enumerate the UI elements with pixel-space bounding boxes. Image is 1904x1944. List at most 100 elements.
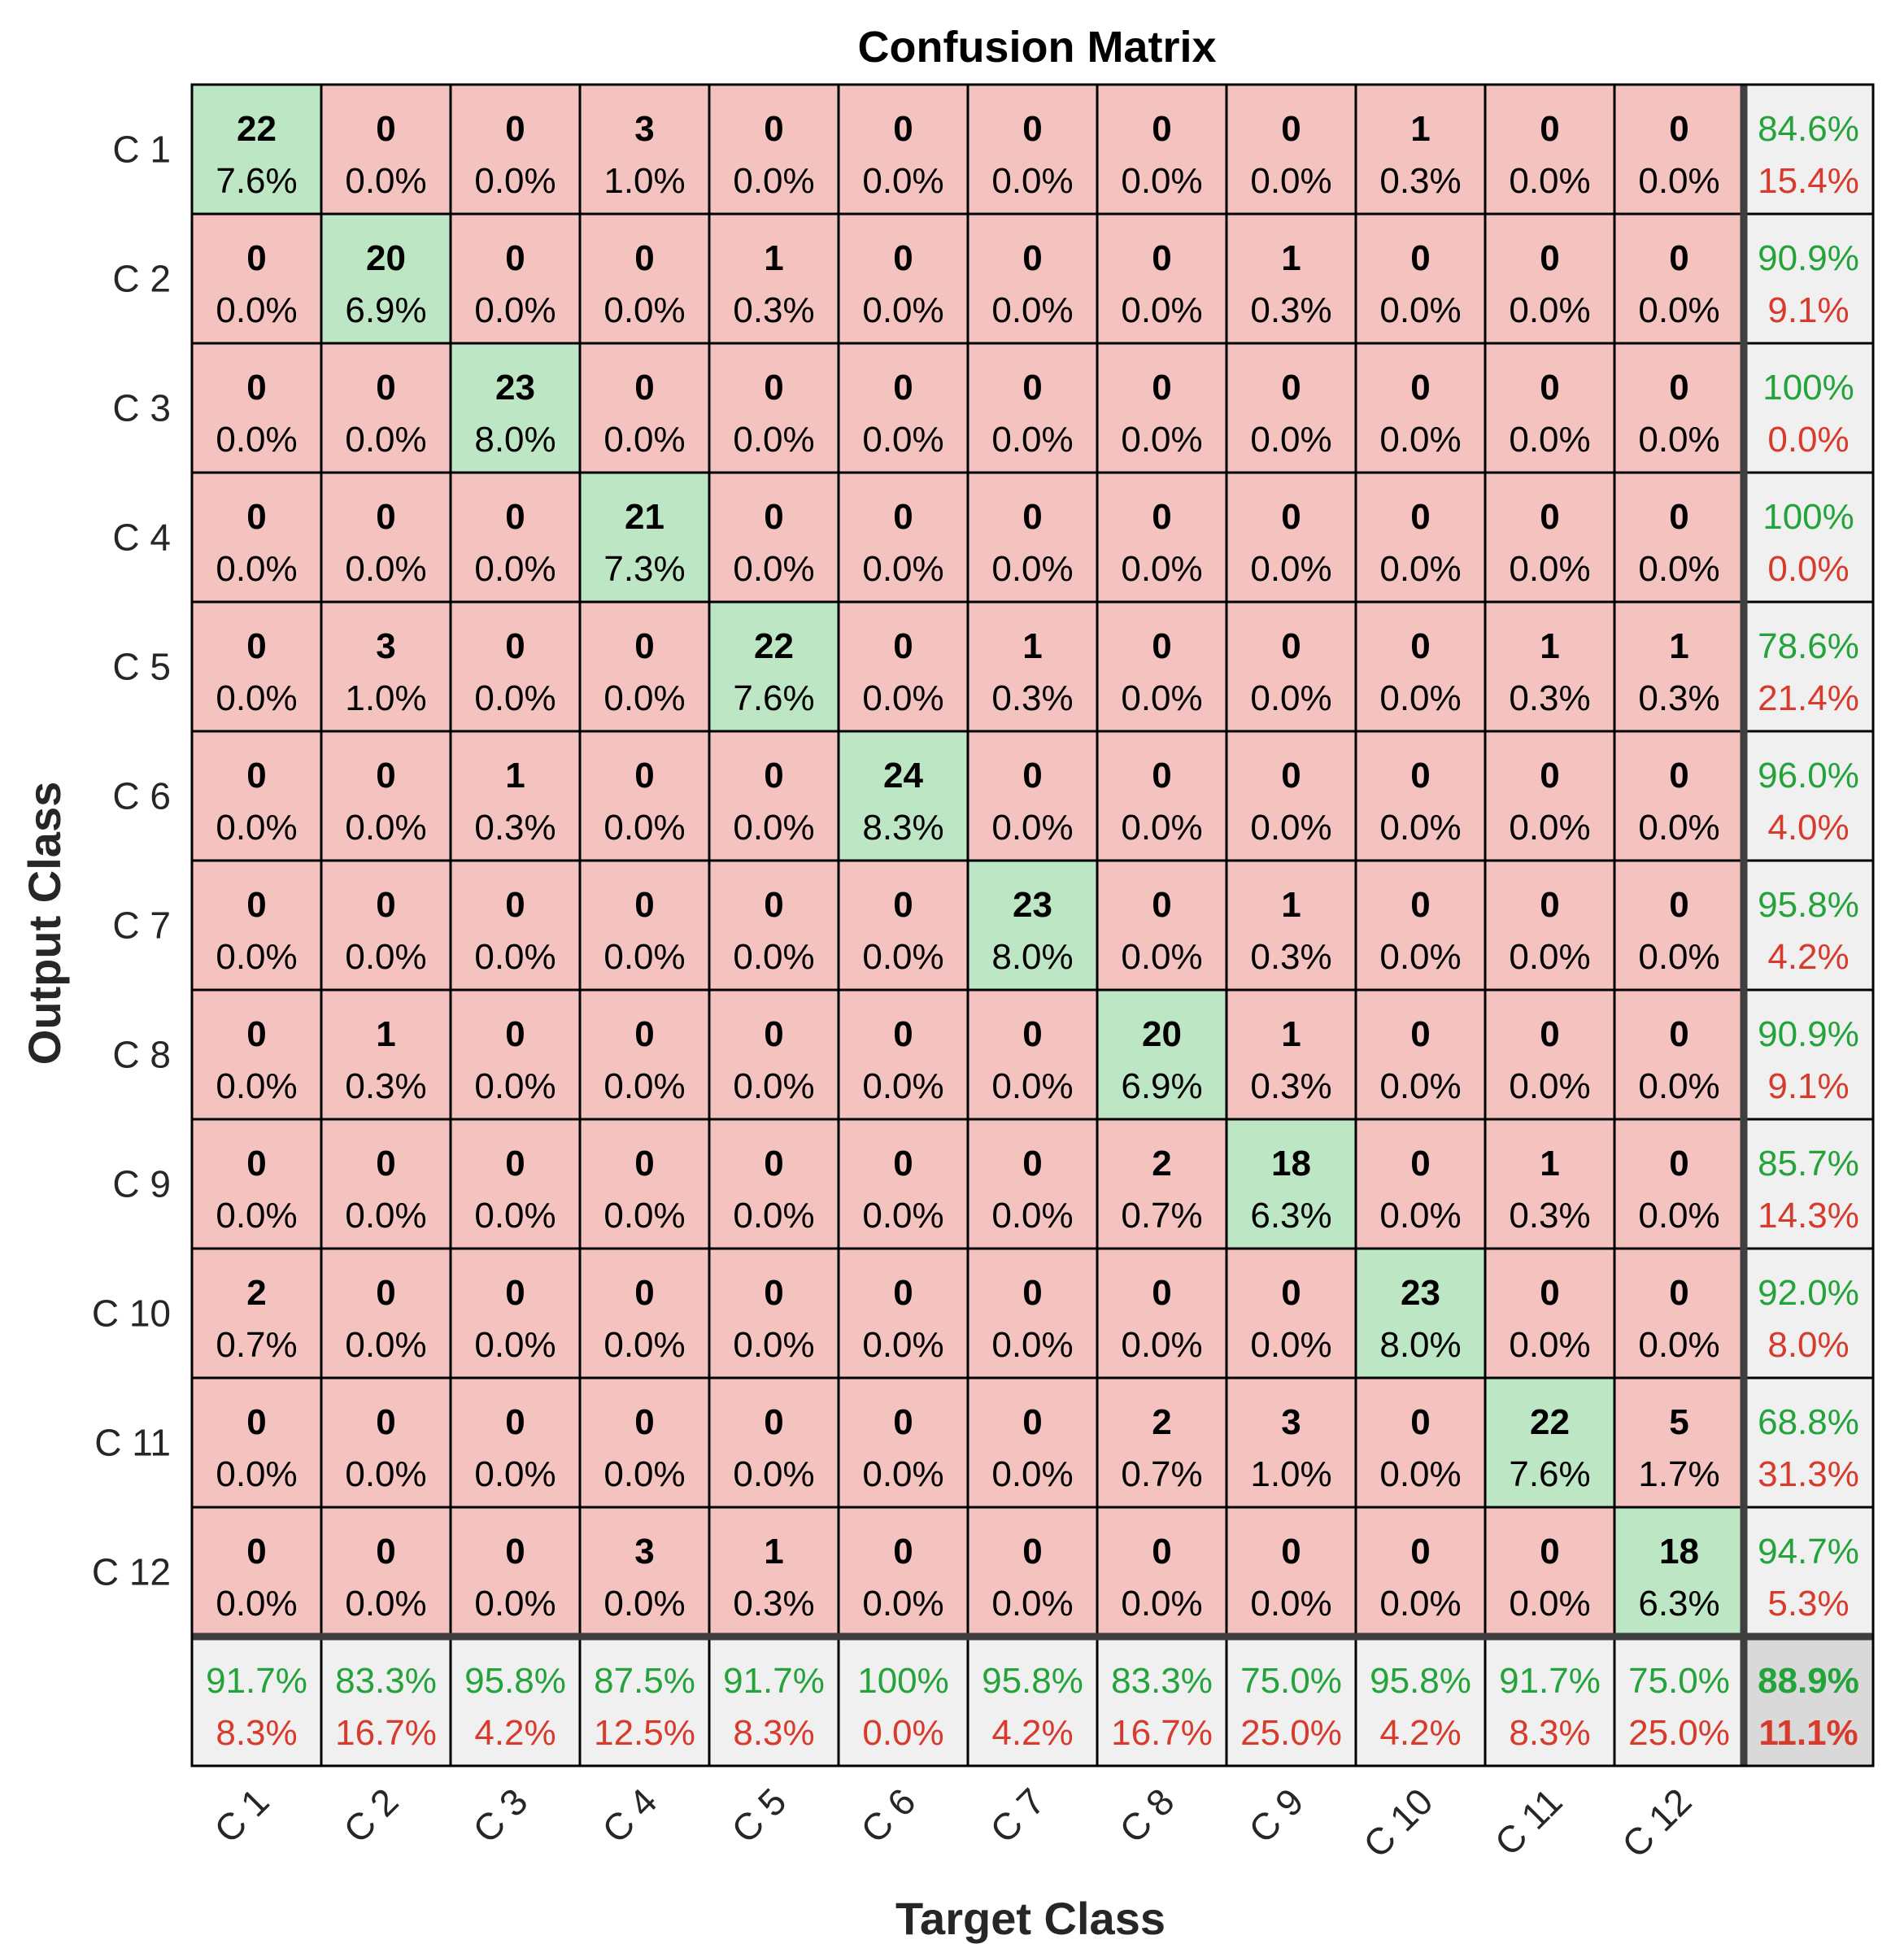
cell-count: 0 bbox=[505, 1273, 525, 1313]
matrix-cell bbox=[320, 1506, 452, 1638]
col-tick-label: C 12 bbox=[1614, 1780, 1699, 1865]
cell-percent: 0.0% bbox=[1379, 420, 1461, 460]
row-tick-label: C 5 bbox=[112, 646, 171, 688]
cell-percent: 0.0% bbox=[1638, 1325, 1719, 1365]
col-error: 8.3% bbox=[216, 1713, 297, 1753]
cell-percent: 0.0% bbox=[862, 549, 943, 589]
cell-percent: 0.0% bbox=[474, 937, 556, 977]
matrix-cell bbox=[966, 600, 1099, 733]
cell-count: 0 bbox=[893, 1014, 913, 1054]
matrix-cell bbox=[190, 600, 323, 733]
cell-percent: 0.0% bbox=[733, 1196, 814, 1236]
col-error: 25.0% bbox=[1628, 1713, 1730, 1753]
cell-count: 0 bbox=[1410, 238, 1430, 278]
matrix-cell bbox=[449, 1506, 582, 1638]
matrix-cell bbox=[708, 342, 840, 474]
cell-percent: 0.0% bbox=[1250, 1584, 1331, 1624]
cell-count: 21 bbox=[625, 497, 664, 537]
cell-percent: 0.0% bbox=[216, 549, 297, 589]
cell-count: 0 bbox=[764, 1273, 783, 1313]
cell-count: 1 bbox=[376, 1014, 395, 1054]
cell-percent: 0.7% bbox=[1121, 1196, 1202, 1236]
cell-percent: 0.0% bbox=[345, 420, 426, 460]
cell-count: 0 bbox=[1281, 1273, 1301, 1313]
row-error: 15.4% bbox=[1758, 161, 1859, 201]
cell-count: 22 bbox=[1530, 1402, 1570, 1442]
matrix-cell bbox=[837, 1118, 969, 1250]
cell-percent: 0.0% bbox=[603, 1196, 685, 1236]
row-tick-label: C 11 bbox=[94, 1422, 171, 1464]
cell-percent: 0.0% bbox=[1638, 549, 1719, 589]
cell-percent: 1.0% bbox=[1250, 1454, 1331, 1494]
cell-count: 0 bbox=[764, 497, 783, 537]
cell-percent: 0.0% bbox=[603, 420, 685, 460]
cell-count: 0 bbox=[1152, 1273, 1171, 1313]
cell-count: 0 bbox=[764, 1402, 783, 1442]
cell-count: 0 bbox=[893, 497, 913, 537]
cell-percent: 0.0% bbox=[1121, 161, 1202, 201]
cell-percent: 0.0% bbox=[474, 1454, 556, 1494]
cell-count: 0 bbox=[1152, 368, 1171, 408]
row-error: 9.1% bbox=[1767, 1066, 1849, 1106]
cell-count: 0 bbox=[1281, 368, 1301, 408]
cell-count: 18 bbox=[1271, 1144, 1311, 1183]
cell-count: 0 bbox=[246, 1144, 266, 1183]
cell-count: 2 bbox=[1152, 1402, 1171, 1442]
cell-percent: 0.0% bbox=[1121, 808, 1202, 848]
cell-count: 22 bbox=[237, 109, 277, 149]
matrix-cell bbox=[1096, 600, 1228, 733]
matrix-cell bbox=[837, 1506, 969, 1638]
cell-count: 0 bbox=[246, 1014, 266, 1054]
cell-count: 0 bbox=[893, 238, 913, 278]
row-precision: 85.7% bbox=[1758, 1144, 1859, 1183]
matrix-cell bbox=[1354, 83, 1487, 216]
cell-count: 0 bbox=[376, 497, 395, 537]
cell-count: 20 bbox=[366, 238, 406, 278]
cell-count: 0 bbox=[1022, 1402, 1042, 1442]
cell-percent: 0.3% bbox=[345, 1066, 426, 1106]
cell-percent: 0.0% bbox=[1379, 1454, 1461, 1494]
cell-count: 0 bbox=[634, 756, 654, 795]
col-error: 4.2% bbox=[991, 1713, 1073, 1753]
cell-percent: 0.0% bbox=[1121, 678, 1202, 718]
matrix-cell bbox=[320, 1118, 452, 1250]
matrix-cell bbox=[1225, 730, 1357, 862]
row-precision: 90.9% bbox=[1758, 1014, 1859, 1054]
col-error: 25.0% bbox=[1240, 1713, 1342, 1753]
diagonal-cell bbox=[320, 212, 452, 345]
cell-percent: 0.0% bbox=[991, 290, 1073, 330]
matrix-cell bbox=[1354, 859, 1487, 992]
x-axis-label: Target Class bbox=[895, 1893, 1165, 1944]
matrix-cell bbox=[1484, 988, 1616, 1121]
col-recall: 91.7% bbox=[1499, 1661, 1601, 1701]
diagonal-cell bbox=[578, 471, 711, 604]
row-summary-cell bbox=[1742, 859, 1875, 992]
cell-percent: 0.0% bbox=[1121, 420, 1202, 460]
cell-percent: 0.0% bbox=[733, 161, 814, 201]
col-tick-label: C 2 bbox=[335, 1780, 406, 1850]
row-error: 9.1% bbox=[1767, 290, 1849, 330]
cell-percent: 0.0% bbox=[216, 290, 297, 330]
matrix-cell bbox=[578, 730, 711, 862]
cell-count: 0 bbox=[893, 626, 913, 666]
diagonal-cell bbox=[708, 600, 840, 733]
cell-percent: 0.7% bbox=[216, 1325, 297, 1365]
diagonal-cell bbox=[837, 730, 969, 862]
cell-percent: 0.0% bbox=[1121, 549, 1202, 589]
col-tick-label: C 7 bbox=[982, 1780, 1052, 1850]
cell-count: 0 bbox=[1540, 368, 1559, 408]
matrix-cell bbox=[1484, 212, 1616, 345]
matrix-cell bbox=[1225, 471, 1357, 604]
cell-count: 0 bbox=[1152, 885, 1171, 925]
col-error: 0.0% bbox=[862, 1713, 943, 1753]
matrix-cell bbox=[449, 600, 582, 733]
cell-count: 1 bbox=[1281, 885, 1301, 925]
row-tick-label: C 10 bbox=[92, 1292, 171, 1335]
cell-count: 0 bbox=[1022, 1273, 1042, 1313]
cell-percent: 0.0% bbox=[474, 1584, 556, 1624]
col-error: 16.7% bbox=[335, 1713, 437, 1753]
cell-percent: 0.0% bbox=[862, 1066, 943, 1106]
cell-percent: 0.0% bbox=[862, 678, 943, 718]
col-summary-cell bbox=[966, 1635, 1099, 1767]
col-recall: 75.0% bbox=[1240, 1661, 1342, 1701]
